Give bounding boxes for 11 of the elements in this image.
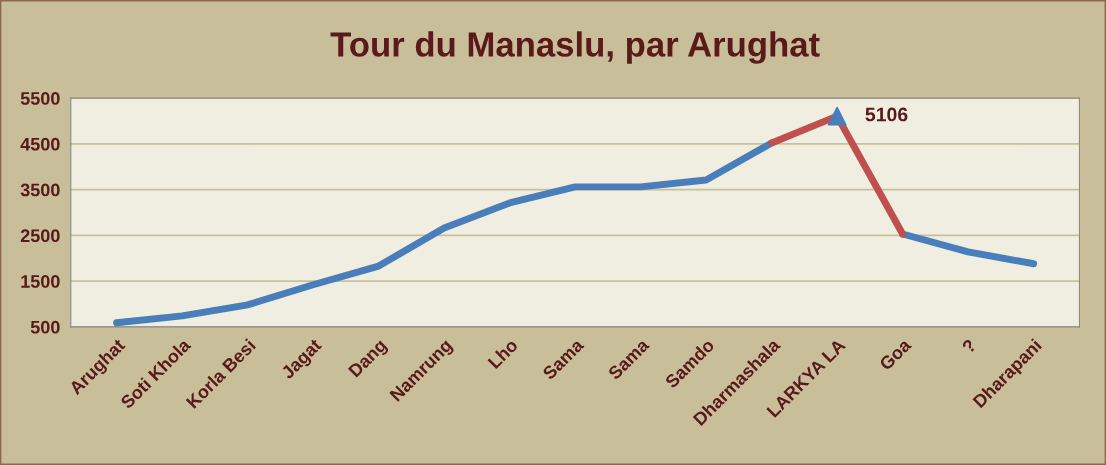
y-tick-label: 500 <box>30 320 60 334</box>
y-tick-label: 2500 <box>20 229 60 243</box>
chart-title: Tour du Manaslu, par Arughat <box>330 31 820 64</box>
x-tick-label: ? <box>961 338 977 354</box>
data-label: 5106 <box>865 107 908 122</box>
x-tick-label: Goa <box>878 337 913 371</box>
y-tick-label: 5500 <box>20 92 60 105</box>
y-tick-label: 1500 <box>21 275 60 288</box>
x-tick-label: Lho <box>487 337 519 370</box>
y-tick-label: 4500 <box>20 137 60 151</box>
y-tick-label: 3500 <box>20 183 60 197</box>
